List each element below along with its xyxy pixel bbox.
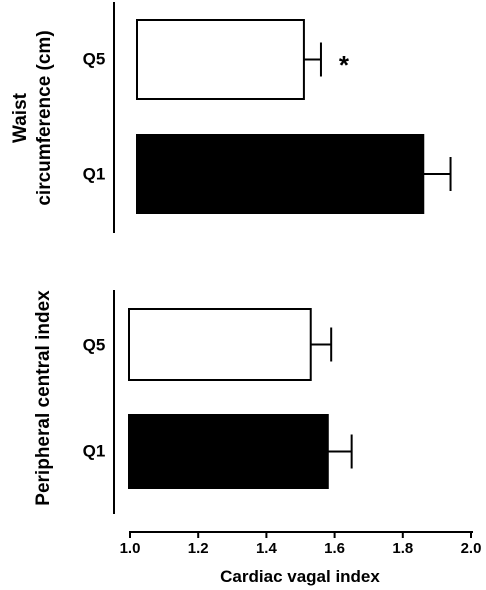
x-axis-title: Cardiac vagal index bbox=[220, 567, 380, 586]
panel1-category-q1: Q1 bbox=[83, 164, 106, 183]
panel2-category-q5: Q5 bbox=[83, 335, 106, 354]
panel1-category-q5: Q5 bbox=[83, 49, 106, 68]
x-tick-label-3: 1.6 bbox=[324, 540, 345, 557]
panel2-bar-q1 bbox=[128, 414, 329, 489]
x-tick-label-2: 1.4 bbox=[256, 540, 278, 557]
panel1-bar-q5 bbox=[136, 19, 305, 100]
x-tick-label-1: 1.2 bbox=[188, 540, 209, 557]
x-tick-label-0: 1.0 bbox=[120, 540, 141, 557]
panel1-significance-q5: * bbox=[339, 50, 350, 80]
panel1-ylabel-line1: Waist bbox=[10, 92, 31, 143]
panel2-bar-q5 bbox=[128, 308, 312, 381]
panel1-ylabel-line2: circumference (cm) bbox=[34, 30, 55, 205]
x-tick-label-5: 2.0 bbox=[461, 540, 482, 557]
x-tick-label-4: 1.8 bbox=[392, 540, 413, 557]
panel2-category-q1: Q1 bbox=[83, 441, 106, 460]
panel2-ylabel: Peripheral central index bbox=[33, 290, 54, 506]
panel1-bar-q1 bbox=[136, 134, 425, 214]
